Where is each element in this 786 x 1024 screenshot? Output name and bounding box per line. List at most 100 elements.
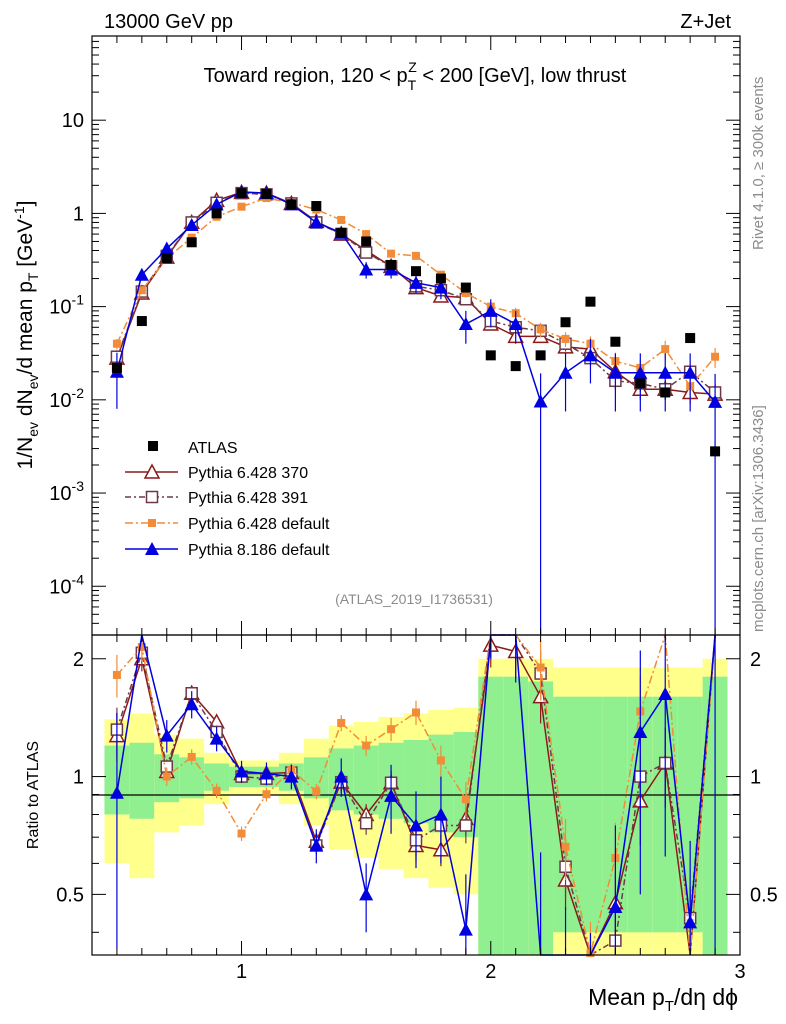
ratio-tick-label-right: 1 <box>750 767 761 789</box>
y-tick-label: 10 <box>62 110 84 132</box>
atlas-point <box>386 259 397 270</box>
atlas-point <box>635 378 646 389</box>
legend-label-atlas: ATLAS <box>188 440 238 457</box>
series-2 <box>112 194 720 400</box>
ratio-point <box>461 795 470 804</box>
ratio-point <box>561 842 570 851</box>
ratio-point <box>458 922 473 936</box>
series-point <box>137 286 146 295</box>
series-point <box>533 394 548 408</box>
series-point <box>458 317 473 331</box>
series-point <box>633 365 648 379</box>
ratio-point <box>284 769 299 783</box>
ratio-point <box>159 728 174 742</box>
atlas-point <box>435 273 446 284</box>
ratio-point <box>262 790 271 799</box>
ratio-tick-label-left: 0.5 <box>56 884 84 906</box>
ratio-point <box>658 687 673 701</box>
ratio-point <box>109 785 124 799</box>
atlas-point <box>286 199 297 210</box>
atlas-point <box>560 317 571 328</box>
ratio-series-3 <box>109 634 716 956</box>
ratio-point <box>362 741 371 750</box>
ratio-point <box>359 887 374 901</box>
atlas-point <box>485 350 496 361</box>
atlas-point <box>136 316 147 327</box>
main-series-layer <box>108 183 724 635</box>
ratio-point <box>384 788 399 802</box>
y-tick-label: 10-4 <box>49 571 84 598</box>
ratio-point <box>209 731 224 745</box>
x-axis-label: Mean pT/dη dϕ <box>588 984 738 1015</box>
ratio-panel: 1 2 3 0.5 0.5 1 1 2 2 Ratio to ATLAS Mean pT/dη … <box>25 634 778 1015</box>
legend-marker-series-1 <box>145 490 159 504</box>
series-point <box>134 267 149 281</box>
ratio-y-axis-label: Ratio to ATLAS <box>25 741 42 849</box>
y-axis-label: 1/Nev dNev/d mean pT [GeV-1] <box>11 201 41 470</box>
legend-item-series-0: Pythia 6.428 370 <box>125 463 308 482</box>
legend-item-series-1: Pythia 6.428 391 <box>125 490 308 507</box>
legend-marker-atlas <box>148 441 158 451</box>
y-tick-label: 10-3 <box>49 478 84 505</box>
atlas-point <box>610 336 621 347</box>
x-tick-label: 2 <box>485 961 496 983</box>
ratio-point <box>234 764 249 778</box>
ratio-uncertainty-bands <box>104 658 728 955</box>
series-point <box>583 348 598 362</box>
series-point <box>337 215 346 224</box>
legend-label-series-3: Pythia 8.186 default <box>188 542 330 559</box>
ratio-point <box>237 829 246 838</box>
side-label-rivet: Rivet 4.1.0, ≥ 300k events <box>750 77 767 250</box>
series-point <box>483 303 498 317</box>
header-right: Z+Jet <box>680 11 731 33</box>
atlas-data <box>111 188 721 457</box>
atlas-point <box>211 208 222 219</box>
ratio-point <box>259 766 274 780</box>
series-point <box>309 215 324 229</box>
atlas-point <box>411 266 421 277</box>
series-1 <box>110 186 722 405</box>
series-point <box>409 275 423 289</box>
series-point <box>159 241 174 255</box>
ratio-band-inner <box>503 676 529 955</box>
series-point <box>209 197 224 211</box>
ratio-point <box>409 818 423 832</box>
atlas-point <box>261 188 272 199</box>
atlas-point <box>460 282 471 293</box>
legend-marker-series-3 <box>145 542 159 555</box>
ratio-point <box>337 718 346 727</box>
ratio-point <box>433 807 448 821</box>
ratio-tick-label-left: 2 <box>73 649 84 671</box>
atlas-point <box>336 227 347 238</box>
ratio-point <box>112 670 121 679</box>
ratio-series-layer <box>108 634 716 958</box>
ratio-band-inner <box>129 742 155 819</box>
atlas-point <box>111 362 122 373</box>
ratio-point <box>137 643 146 652</box>
series-point <box>387 249 396 258</box>
analysis-tag: (ATLAS_2019_I1736531) <box>335 591 493 607</box>
ratio-point <box>184 697 199 711</box>
legend-label-series-1: Pythia 6.428 391 <box>188 490 308 507</box>
legend-item-series-3: Pythia 8.186 default <box>125 542 330 559</box>
series-point <box>558 365 573 379</box>
ratio-point <box>162 772 171 781</box>
series-point <box>237 202 246 211</box>
atlas-point <box>685 333 696 344</box>
y-tick-label: 10-1 <box>49 292 84 319</box>
ratio-point <box>312 787 321 796</box>
series-line <box>116 191 716 403</box>
ratio-point <box>608 899 623 913</box>
ratio-band-inner <box>578 696 603 933</box>
ratio-series-2 <box>112 634 716 958</box>
series-point <box>661 345 670 354</box>
legend-marker-series-0 <box>143 463 161 479</box>
series-point <box>608 365 623 379</box>
ratio-band-inner <box>478 676 504 955</box>
ratio-tick-label-right: 0.5 <box>750 884 778 906</box>
plot-title: Toward region, 120 < pTZ < 200 [GeV], lo… <box>204 59 627 93</box>
header-left: 13000 GeV pp <box>104 11 233 33</box>
atlas-point <box>510 361 521 372</box>
main-panel: 10 1 10-1 10-2 10-3 10-4 Toward region, 120 <… <box>11 35 741 636</box>
